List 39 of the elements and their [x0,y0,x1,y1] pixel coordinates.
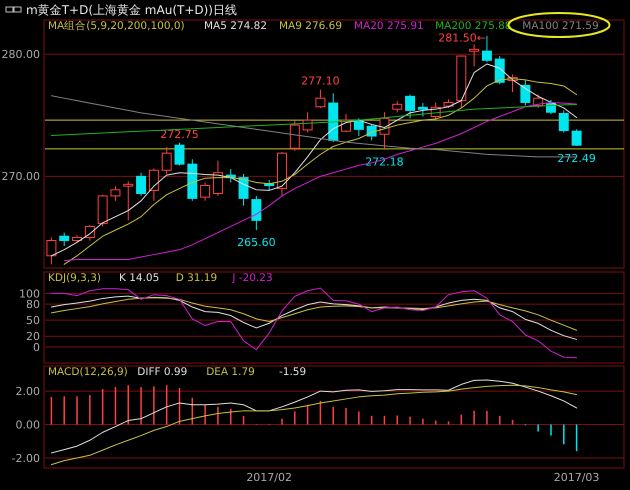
text: MA9 276.69 [279,20,342,32]
line-series [50,297,578,331]
annotation: -1.59 [279,366,306,378]
x-tick-label: 2017/02 [246,471,292,484]
series-label: D 31.19 [176,272,218,284]
annotation: 272.75 [160,128,199,141]
annotation: 272.49 [557,152,596,165]
line-series [50,288,578,358]
y-tick-label: 0.00 [16,418,40,432]
y-tick-label: 270.00 [2,170,40,184]
line-series [50,380,578,454]
y-tick-label: 100 [19,287,40,300]
y-tick-label: 80 [26,298,40,311]
annotation: 281.50← [438,32,486,45]
chart-subtitle: MA组合(5,9,20,200,100,0) [48,19,185,32]
y-tick-label: 2.00 [16,384,40,398]
text: MA20 275.91 [354,20,424,32]
annotation: 265.60 [237,236,276,250]
y-tick-label: 0 [33,340,40,354]
line-series [50,296,578,340]
y-tick-label: 20 [26,330,40,344]
x-tick-label: 2017/03 [554,471,600,484]
chart-title: m黄金T+D(上海黄金 mAu(T+D))日线 [26,3,237,17]
candlestick [110,186,120,202]
text: MA100 271.59 [522,20,599,32]
y-tick-label: 280.00 [2,48,40,62]
series-label: K 14.05 [119,272,160,284]
chart-title: MACD(12,26,9) [48,366,128,378]
annotation: 272.18 [365,156,404,169]
text: DIFF 0.99 [137,366,188,378]
text: DEA 1.79 [206,366,255,378]
candlestick [469,44,480,67]
y-tick-label: 50 [26,314,40,328]
annotation: 277.10 [301,74,340,88]
y-tick-label: -2.00 [12,452,40,465]
text: J -20.23 [231,272,273,284]
chart-title: KDJ(9,3,3) [48,272,101,284]
text: MA5 274.82 [204,20,267,32]
line-series [50,384,578,466]
